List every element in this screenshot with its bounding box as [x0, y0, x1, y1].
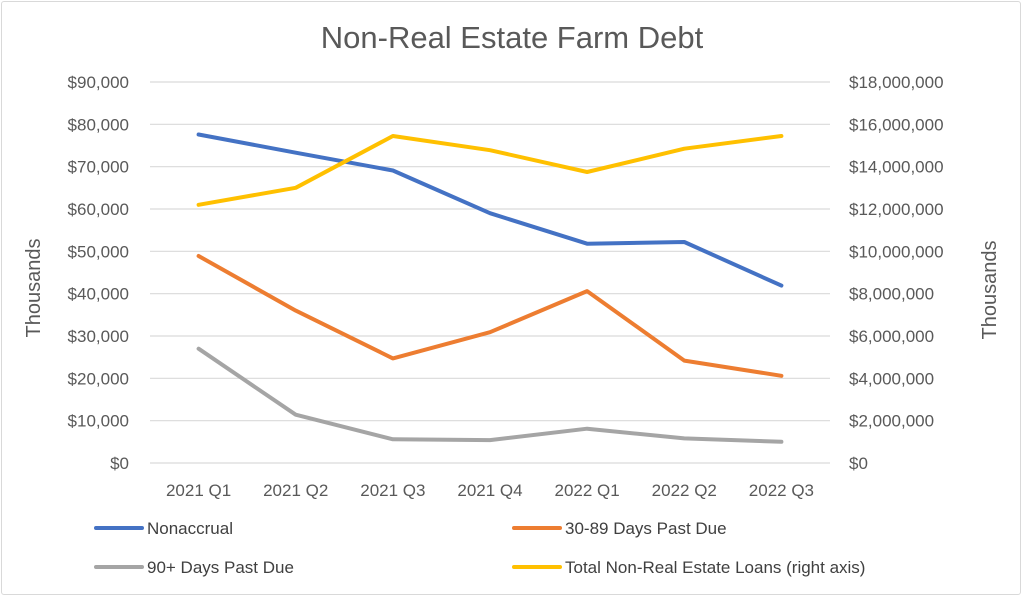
right-axis-ticks: $0 $2,000,000 $4,000,000 $6,000,000 $8,000,0…	[849, 73, 944, 473]
legend-label: Nonaccrual	[147, 519, 233, 538]
right-tick-label: $10,000,000	[849, 242, 944, 261]
legend-label: 30-89 Days Past Due	[565, 519, 727, 538]
right-axis-title: Thousands	[979, 241, 1001, 340]
left-tick-label: $50,000	[68, 242, 129, 261]
legend-item: 90+ Days Past Due	[94, 558, 294, 577]
chart-title: Non-Real Estate Farm Debt	[321, 20, 704, 55]
right-tick-label: $14,000,000	[849, 158, 944, 177]
right-tick-label: $4,000,000	[849, 369, 934, 388]
left-tick-label: $60,000	[68, 200, 129, 219]
right-tick-label: $8,000,000	[849, 285, 934, 304]
series-line-1	[196, 254, 784, 378]
x-tick-label: 2021 Q1	[166, 481, 231, 500]
right-tick-label: $18,000,000	[849, 73, 944, 92]
series-line-3	[196, 134, 784, 207]
left-tick-label: $80,000	[68, 115, 129, 134]
left-tick-label: $20,000	[68, 369, 129, 388]
right-tick-label: $12,000,000	[849, 200, 944, 219]
legend-label: 90+ Days Past Due	[147, 558, 294, 577]
x-tick-label: 2021 Q2	[263, 481, 328, 500]
series-line-2	[196, 346, 784, 444]
left-tick-label: $30,000	[68, 327, 129, 346]
left-tick-label: $90,000	[68, 73, 129, 92]
x-axis-ticks: 2021 Q1 2021 Q2 2021 Q3 2021 Q4 2022 Q1 2022 …	[166, 481, 814, 500]
left-axis-ticks: $0 $10,000 $20,000 $30,000 $40,000 $50,000 $60…	[68, 73, 129, 473]
legend-item: Total Non-Real Estate Loans (right axis)	[512, 558, 865, 577]
legend-label: Total Non-Real Estate Loans (right axis)	[565, 558, 865, 577]
left-tick-label: $40,000	[68, 285, 129, 304]
left-tick-label: $0	[110, 454, 129, 473]
right-tick-label: $2,000,000	[849, 412, 934, 431]
legend-item: Nonaccrual	[94, 519, 233, 538]
x-tick-label: 2022 Q2	[652, 481, 717, 500]
series-line-0	[196, 132, 784, 288]
legend: Nonaccrual 30-89 Days Past Due 90+ Days Pa…	[94, 519, 865, 577]
left-axis-title: Thousands	[23, 239, 45, 338]
x-tick-label: 2022 Q1	[555, 481, 620, 500]
x-tick-label: 2022 Q3	[749, 481, 814, 500]
right-tick-label: $0	[849, 454, 868, 473]
left-tick-label: $10,000	[68, 412, 129, 431]
x-tick-label: 2021 Q3	[360, 481, 425, 500]
x-tick-label: 2021 Q4	[457, 481, 522, 500]
series-lines	[196, 132, 784, 444]
gridlines	[150, 81, 830, 464]
right-tick-label: $16,000,000	[849, 115, 944, 134]
left-tick-label: $70,000	[68, 158, 129, 177]
legend-item: 30-89 Days Past Due	[512, 519, 727, 538]
right-tick-label: $6,000,000	[849, 327, 934, 346]
